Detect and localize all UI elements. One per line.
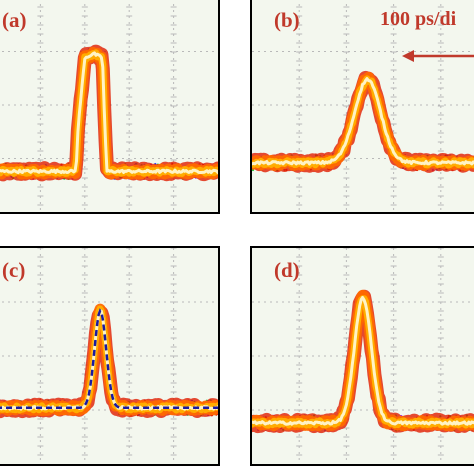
trace-b-layer-2: [252, 75, 474, 169]
panel-b: (b) 100 ps/di: [250, 0, 474, 214]
trace-a-layer-3: [0, 51, 218, 175]
panel-label-c: (c): [2, 258, 26, 282]
waveform-plot-b: [252, 0, 474, 212]
waveform-plot-c: [0, 248, 218, 464]
trace-d-layer-3: [252, 296, 474, 426]
panel-a: (a): [0, 0, 220, 214]
waveform-plot-a: [0, 0, 218, 212]
panel-label-b: (b): [274, 8, 300, 32]
trace-b-layer-3: [252, 77, 474, 166]
panel-c: (c): [0, 246, 220, 466]
panel-label-a: (a): [2, 8, 27, 32]
grid-a: [0, 0, 218, 212]
panel-label-d: (d): [274, 258, 300, 282]
waveform-plot-d: [252, 248, 474, 464]
time-scale-label: 100 ps/di: [380, 8, 457, 30]
time-scale-arrow: [402, 50, 474, 62]
panel-d: (d): [250, 246, 474, 466]
fit-curve-c: [0, 308, 218, 410]
